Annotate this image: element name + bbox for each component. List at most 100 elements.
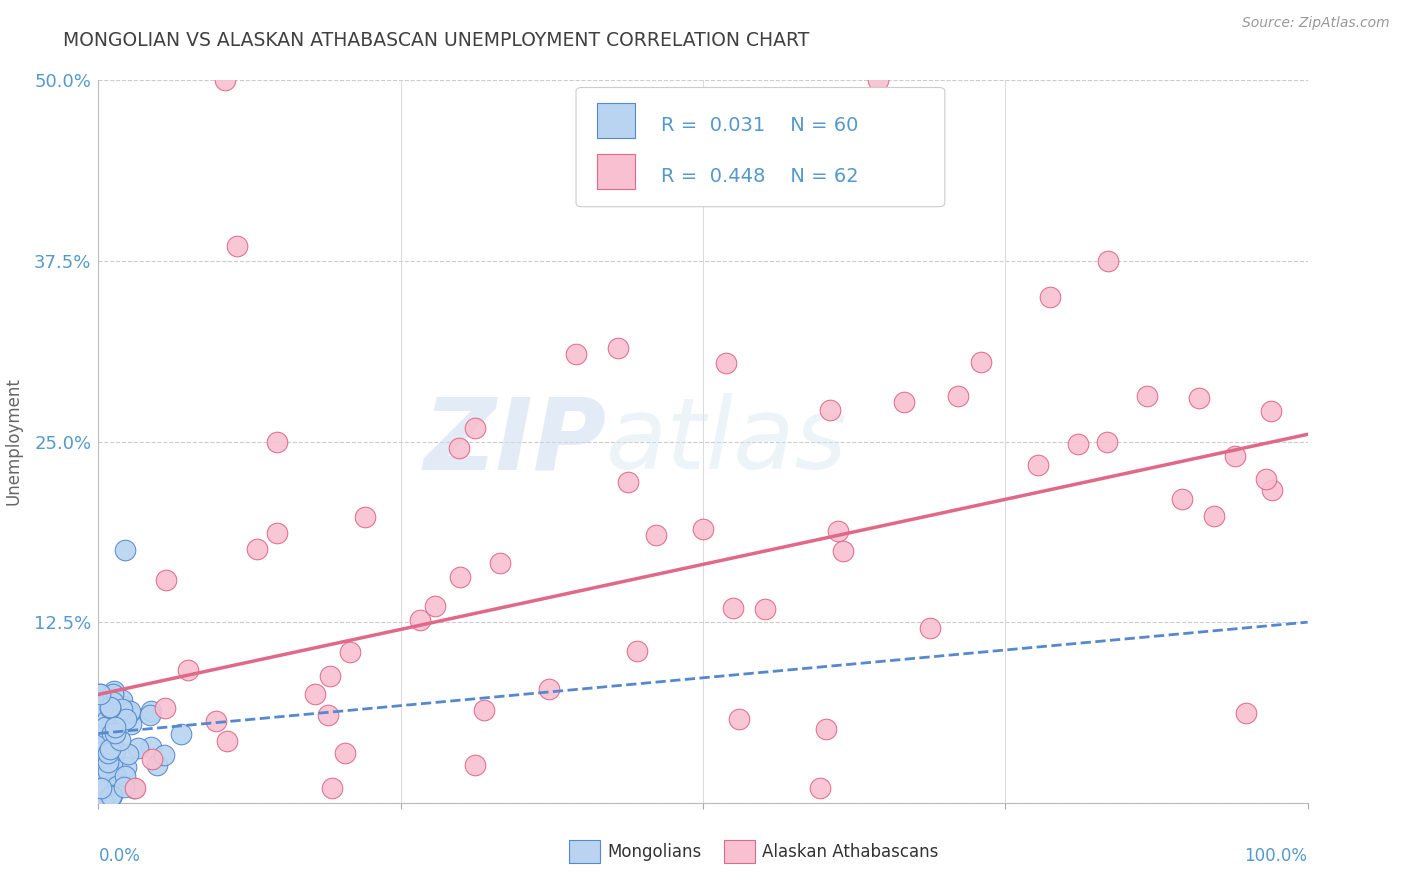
Point [139,707,162,722]
Point [89,687,111,701]
Point [818,403,841,417]
Text: Mongolians: Mongolians [607,843,702,861]
Point [93,703,115,717]
Text: 0.0%: 0.0% [98,847,141,865]
Point [112,698,135,713]
Point [101,726,124,740]
Point [1223,450,1246,464]
Point [97,747,120,761]
FancyBboxPatch shape [576,87,945,207]
Point [104,720,127,734]
Point [714,356,737,370]
Point [145,758,167,772]
Point [139,739,162,754]
Point [115,712,138,726]
Text: ZIP: ZIP [423,393,606,490]
Point [127,740,149,755]
Point [97,760,120,774]
Point [101,718,124,732]
Point [141,752,163,766]
Point [93,780,115,794]
Point [1095,434,1118,449]
Point [101,687,124,701]
Point [409,613,432,627]
Point [103,725,125,739]
Point [304,687,326,701]
Point [94,720,117,734]
Point [96,713,118,727]
Point [124,781,146,796]
Point [97,764,120,778]
Point [918,621,941,635]
Point [100,789,122,804]
Point [316,707,339,722]
Point [98,742,121,756]
Point [177,664,200,678]
Point [1202,509,1225,524]
Point [727,713,749,727]
FancyBboxPatch shape [596,154,636,189]
Point [266,434,288,449]
Point [107,777,129,791]
Point [1067,437,1090,451]
Point [489,556,512,570]
Point [117,747,139,762]
Point [1097,253,1119,268]
Point [217,734,239,748]
Point [100,756,122,770]
Point [115,760,138,774]
Point [266,525,288,540]
Point [754,602,776,616]
Point [868,73,890,87]
Point [205,714,228,728]
Text: atlas: atlas [606,393,848,490]
Point [616,475,638,490]
Point [607,341,630,355]
Point [117,706,139,720]
Point [103,741,125,756]
Point [114,542,136,557]
Point [91,795,114,809]
Point [120,716,142,731]
Text: Alaskan Athabascans: Alaskan Athabascans [762,843,938,861]
FancyBboxPatch shape [596,103,636,138]
Point [103,742,125,756]
Point [339,645,361,659]
Point [89,742,111,756]
Point [110,733,132,747]
Point [152,747,174,762]
Point [155,573,177,587]
Point [353,510,375,524]
Point [111,693,134,707]
Point [1260,483,1282,497]
Point [114,769,136,783]
Point [170,727,193,741]
Point [89,780,111,795]
Point [226,239,249,253]
Point [464,421,486,435]
Point [94,710,117,724]
Point [970,355,993,369]
Point [472,703,495,717]
Point [97,791,120,805]
Point [153,701,176,715]
Point [1188,391,1211,405]
Text: Source: ZipAtlas.com: Source: ZipAtlas.com [1241,16,1389,30]
Point [721,600,744,615]
Point [832,544,855,558]
Point [105,779,128,793]
Point [1234,706,1257,721]
Point [449,441,471,455]
Text: R =  0.448    N = 62: R = 0.448 N = 62 [661,167,858,186]
Point [214,73,236,87]
Point [893,395,915,409]
Text: MONGOLIAN VS ALASKAN ATHABASCAN UNEMPLOYMENT CORRELATION CHART: MONGOLIAN VS ALASKAN ATHABASCAN UNEMPLOY… [63,31,810,50]
Point [425,599,447,614]
Point [103,684,125,698]
Point [464,757,486,772]
Point [645,527,668,541]
Y-axis label: Unemployment: Unemployment [6,377,22,506]
Point [827,524,849,539]
Point [946,388,969,402]
Point [1039,290,1062,304]
